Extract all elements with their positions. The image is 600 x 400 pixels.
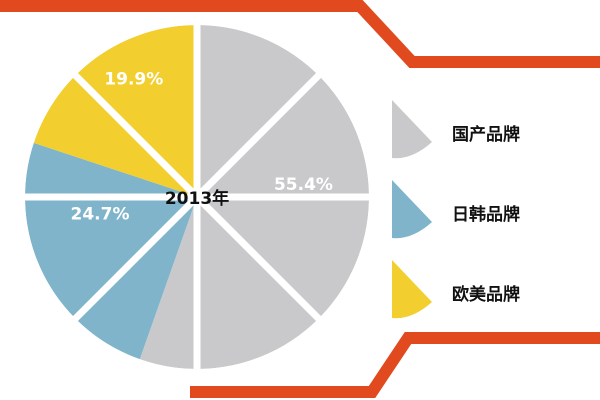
chart-title: 2013年 [165,188,229,209]
divider [70,70,200,200]
legend-label: 日韩品牌 [452,204,520,225]
pie-outline [21,21,373,373]
value-label: 19.9% [104,69,163,89]
value-label: 55.4% [274,175,333,195]
divider [70,194,200,324]
legend-swatch [392,260,432,319]
legend-swatch [392,100,432,159]
decor-line [190,332,600,398]
divider [194,70,324,200]
legend-label: 国产品牌 [452,124,520,145]
value-label: 24.7% [71,205,130,225]
legend-label: 欧美品牌 [452,284,520,305]
legend-swatch [392,180,432,239]
decor-line [0,0,600,68]
divider [194,194,324,324]
pie: 55.4% 24.7% 19.9% 2013年 [21,21,373,373]
